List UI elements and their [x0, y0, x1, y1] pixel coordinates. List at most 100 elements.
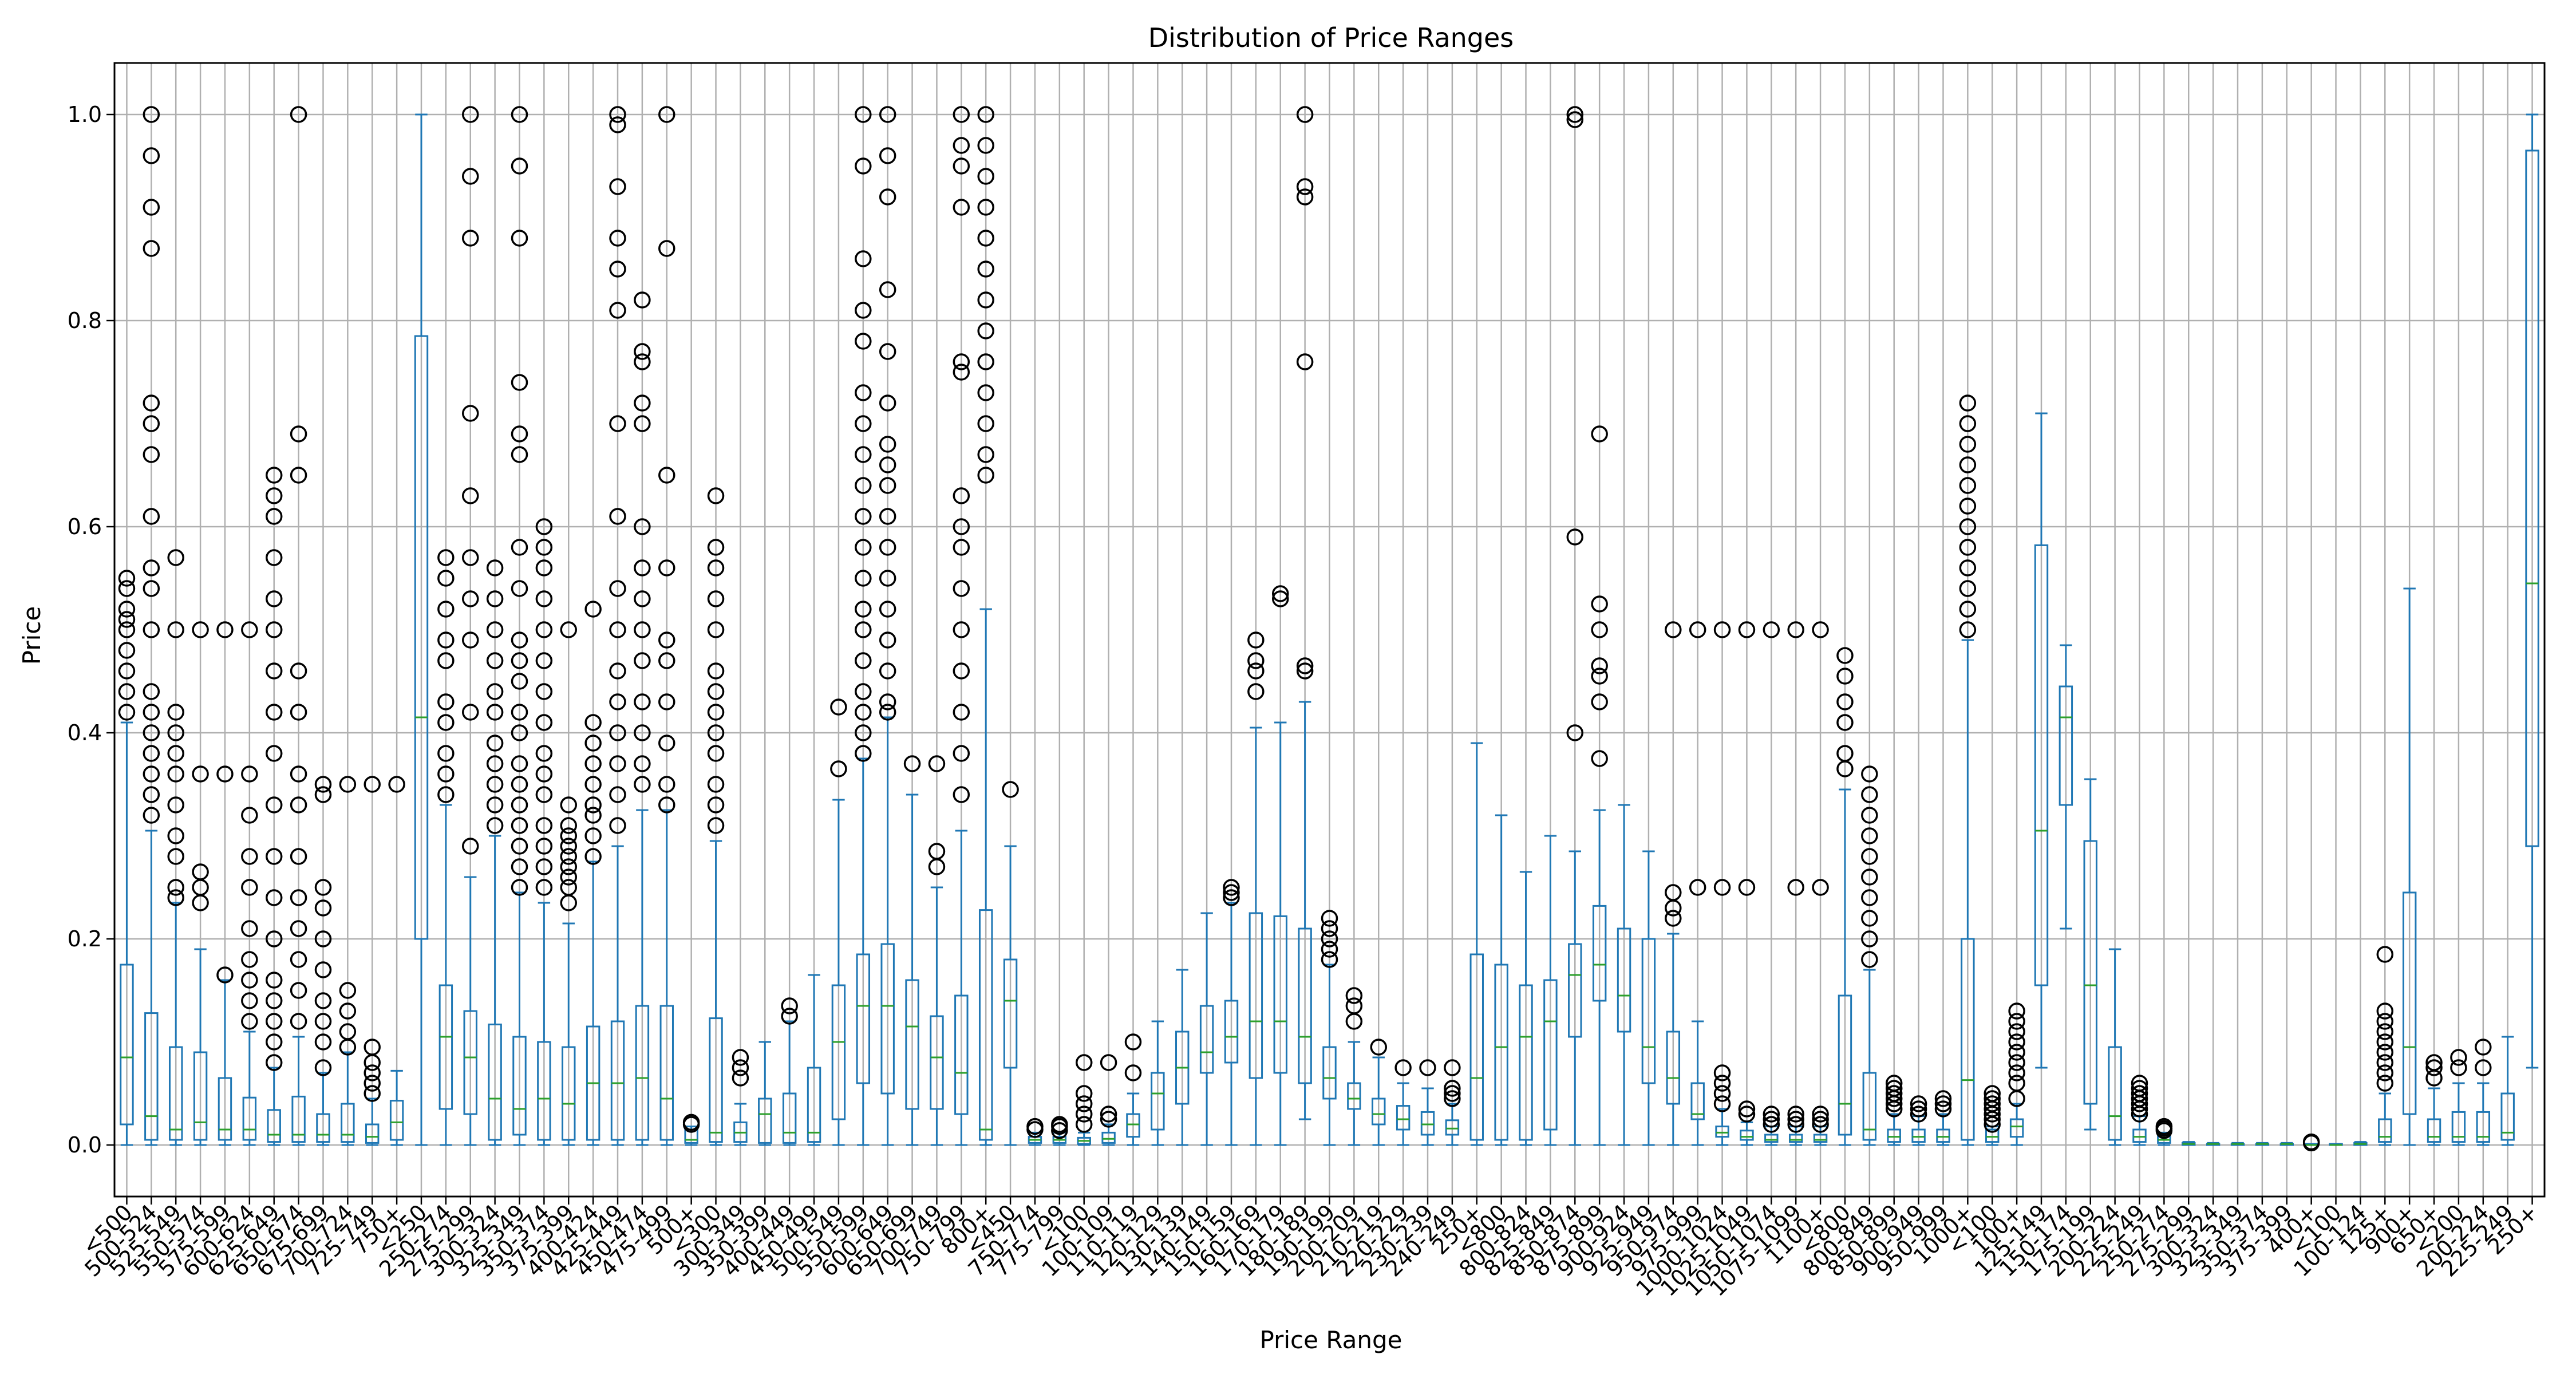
outlier-point [265, 889, 283, 906]
outlier-point [855, 745, 872, 762]
outlier-point [977, 168, 994, 185]
outlier-point [511, 673, 528, 690]
outlier-point [903, 755, 921, 772]
outlier-point [241, 807, 258, 824]
outlier-point [461, 487, 479, 504]
outlier-point [461, 704, 479, 721]
box-iqr [1003, 958, 1018, 1069]
outlier-point [511, 580, 528, 597]
box-group [1519, 871, 1533, 1146]
box-iqr [2108, 1046, 2122, 1141]
outlier-point [928, 843, 946, 860]
box-group [682, 1114, 700, 1146]
outlier-point [2008, 1002, 2025, 1020]
outlier-point [290, 848, 307, 865]
outlier-point [609, 116, 626, 133]
outlier-point [1861, 868, 1878, 886]
outlier-point [216, 765, 234, 783]
box-iqr [635, 1005, 650, 1141]
outlier-point [437, 570, 455, 587]
outlier-point [437, 693, 455, 710]
outlier-point [1861, 827, 1878, 844]
box-group [118, 570, 136, 1146]
outlier-point [535, 559, 553, 577]
box-group [1223, 879, 1240, 1146]
box-group [2008, 1002, 2025, 1146]
outlier-point [707, 559, 725, 577]
outlier-point [707, 796, 725, 814]
outlier-point [167, 745, 184, 762]
outlier-point [364, 1039, 381, 1056]
outlier-point [290, 796, 307, 814]
outlier-point [560, 868, 578, 886]
outlier-point [511, 446, 528, 463]
outlier-point [118, 601, 136, 618]
outlier-point [1247, 652, 1265, 669]
outlier-point [314, 1033, 332, 1051]
outlier-point [634, 693, 651, 710]
outlier-point [1419, 1059, 1436, 1076]
outlier-point [1296, 178, 1314, 195]
outlier-point [216, 621, 234, 638]
outlier-point [609, 693, 626, 710]
outlier-point [535, 518, 553, 535]
outlier-point [1075, 1095, 1093, 1112]
box-iqr [1740, 1130, 1754, 1141]
box-group [2131, 1075, 2148, 1146]
outlier-point [364, 1085, 381, 1102]
box-iqr [2009, 1118, 2024, 1138]
outlier-point [707, 662, 725, 680]
outlier-point [1787, 621, 1804, 638]
outlier-point [1885, 1085, 1903, 1102]
box-group [2206, 1142, 2221, 1146]
box-iqr [488, 1023, 502, 1141]
outlier-point [1566, 724, 1584, 741]
outlier-point [339, 776, 357, 793]
outlier-point [437, 601, 455, 618]
outlier-point [437, 549, 455, 566]
outlier-point [977, 137, 994, 154]
outlier-point [732, 1059, 749, 1076]
outlier-point [1370, 1039, 1388, 1056]
outlier-point [609, 508, 626, 525]
outlier-point [1861, 848, 1878, 865]
outlier-point [1861, 910, 1878, 927]
outlier-point [461, 590, 479, 607]
outlier-point [584, 776, 602, 793]
outlier-point [634, 755, 651, 772]
box-group [192, 621, 209, 1146]
outlier-point [658, 559, 675, 577]
outlier-point [2376, 1044, 2394, 1061]
box-group [1394, 1059, 1412, 1146]
outlier-point [314, 930, 332, 947]
outlier-point [707, 487, 725, 504]
outlier-point [879, 106, 896, 123]
outlier-point [1124, 1064, 1142, 1081]
outlier-point [1713, 1095, 1731, 1112]
box-group [1617, 804, 1631, 1146]
outlier-point [265, 590, 283, 607]
box-iqr [930, 1015, 944, 1110]
outlier-point [241, 972, 258, 989]
box-iqr [1126, 1113, 1140, 1138]
outlier-point [2302, 1133, 2320, 1151]
box-group [167, 549, 184, 1146]
outlier-point [953, 106, 970, 123]
outlier-point [1861, 930, 1878, 947]
outlier-point [437, 652, 455, 669]
outlier-point [511, 539, 528, 556]
outlier-point [1861, 765, 1878, 783]
outlier-point [143, 199, 160, 216]
outlier-point [879, 693, 896, 710]
outlier-point [167, 704, 184, 721]
outlier-point [1665, 884, 1682, 901]
box-iqr [1617, 927, 1631, 1033]
outlier-point [511, 724, 528, 741]
outlier-point [314, 776, 332, 793]
outlier-point [855, 157, 872, 175]
outlier-point [2450, 1059, 2467, 1076]
outlier-point [265, 467, 283, 484]
outlier-point [634, 559, 651, 577]
outlier-point [855, 508, 872, 525]
box-group [1641, 850, 1656, 1146]
